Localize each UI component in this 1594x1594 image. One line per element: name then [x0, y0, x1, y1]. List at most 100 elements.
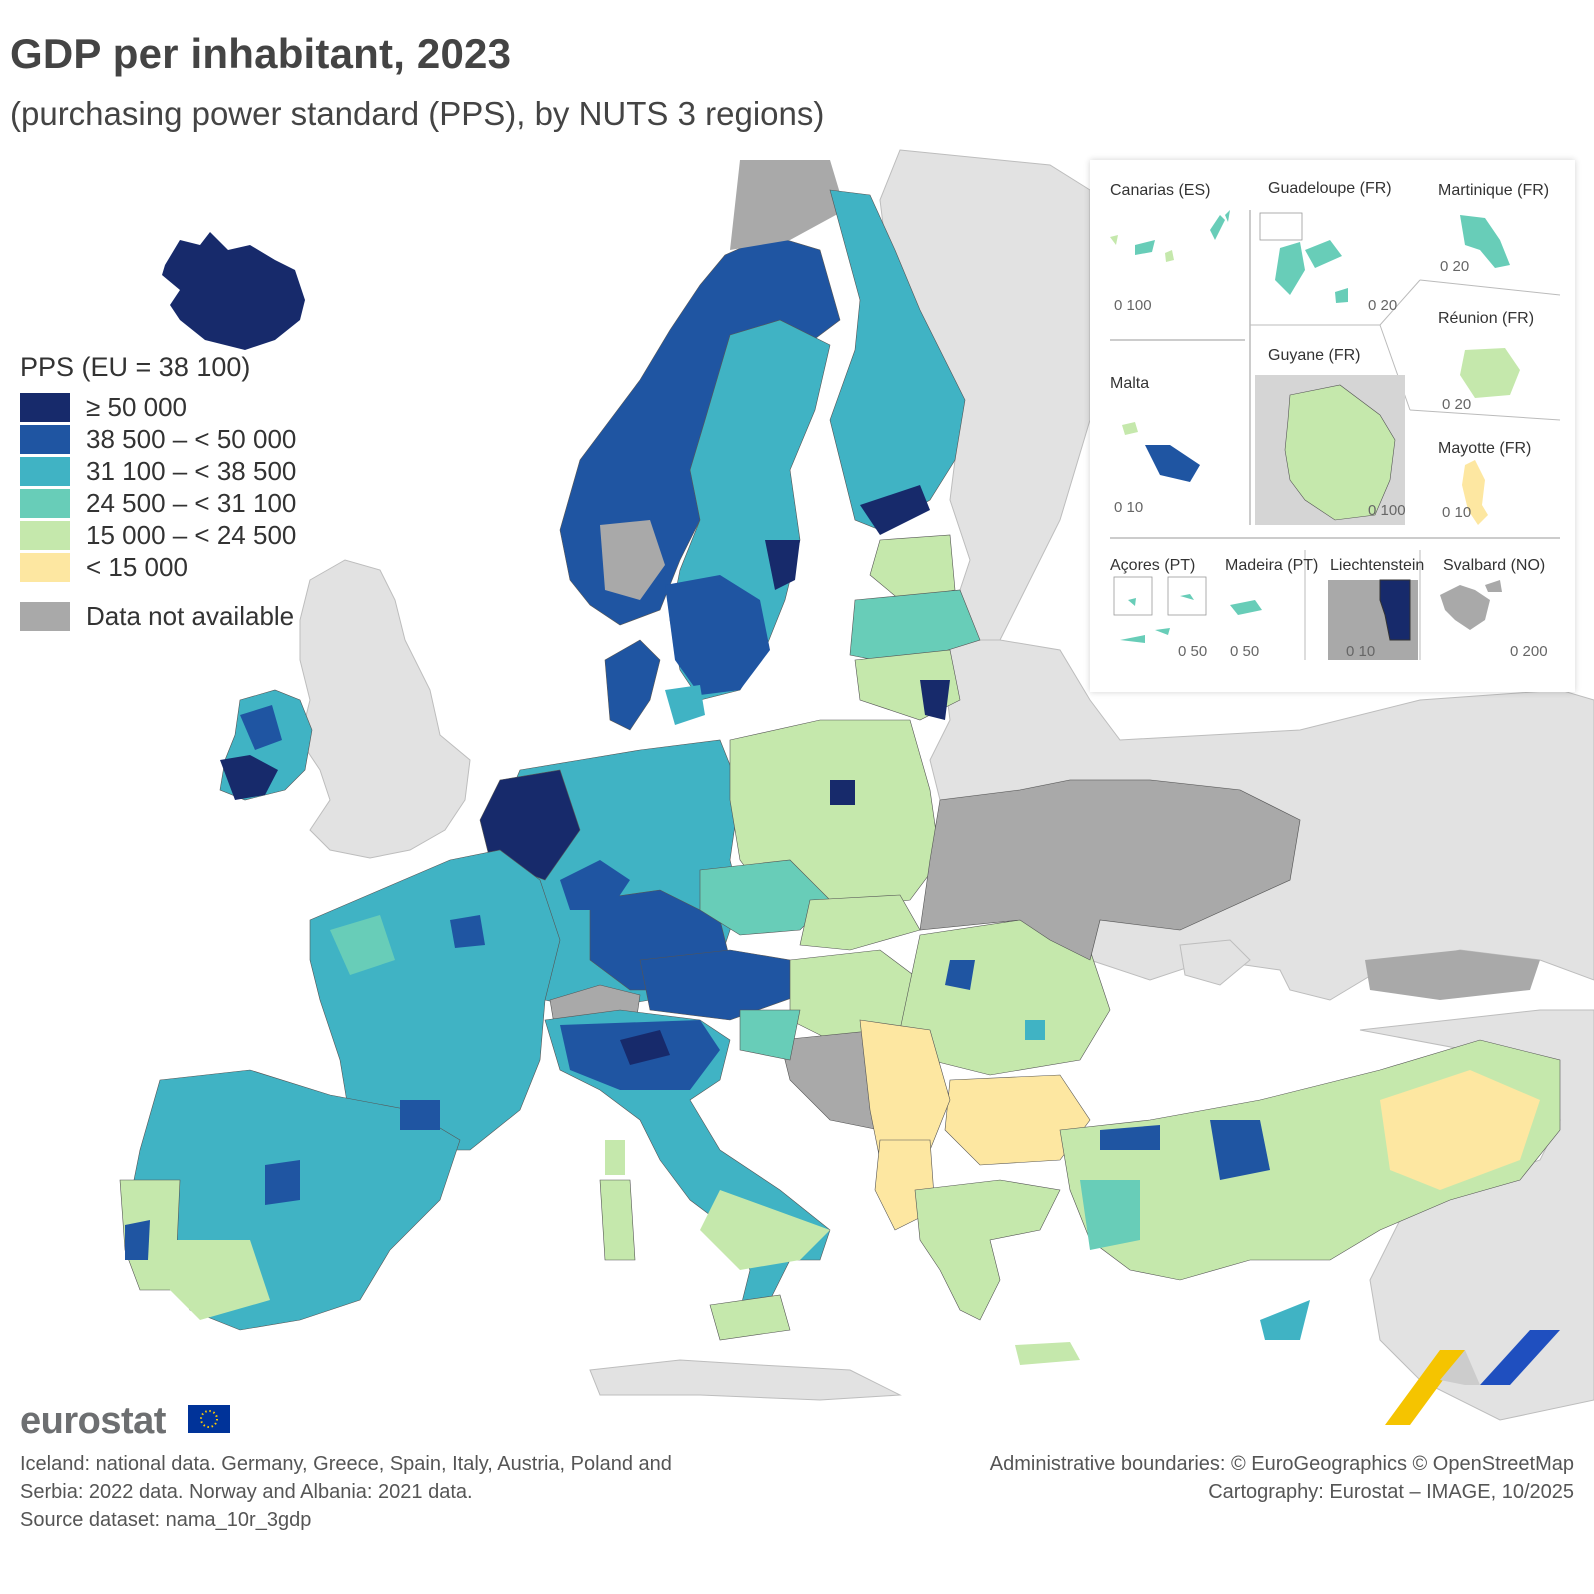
legend-item: ≥ 50 000: [20, 391, 296, 423]
east-turkey-region: [1380, 1070, 1540, 1190]
cyprus-region: [1260, 1300, 1310, 1340]
scale-bar: 0 100: [1368, 502, 1406, 519]
lisbon-region: [125, 1220, 150, 1260]
eurostat-stripes-icon: [1385, 1330, 1560, 1425]
inset-label-malta: Malta: [1110, 375, 1150, 392]
scale-bar: 0 20: [1368, 297, 1398, 314]
bucharest-region: [1025, 1020, 1045, 1040]
scale-bar: 0 20: [1440, 258, 1470, 275]
iceland-region: [162, 232, 305, 350]
rhine-region: [560, 860, 630, 910]
legend-swatch: [20, 552, 70, 582]
legend-swatch: [20, 392, 70, 422]
map-title: GDP per inhabitant, 2023: [10, 30, 512, 77]
inset-label-liechtenstein: Liechtenstein: [1330, 557, 1425, 574]
sicily-region: [709, 1294, 791, 1341]
denmark-region: [604, 639, 661, 731]
istanbul-region: [1100, 1125, 1160, 1150]
inset-label-reunion: Réunion (FR): [1438, 310, 1535, 327]
eurostat-logo: eurostat: [20, 1400, 166, 1442]
helsinki-region: [860, 485, 930, 535]
ireland-south-region: [220, 755, 278, 800]
legend-label: < 15 000: [86, 551, 188, 582]
map-subtitle: (purchasing power standard (PPS), by NUT…: [10, 95, 825, 132]
stockholm-region: [765, 540, 800, 590]
inset-label-martinique: Martinique (FR): [1438, 182, 1550, 199]
madrid-region: [265, 1160, 300, 1205]
inset-label-svalbard: Svalbard (NO): [1443, 557, 1546, 574]
barcelona-region: [400, 1100, 440, 1130]
footnotes: Iceland: national data. Germany, Greece,…: [20, 1450, 672, 1534]
netherlands-belgium-region: [479, 769, 581, 881]
legend-label: ≥ 50 000: [86, 391, 188, 422]
inset-label-guyane: Guyane (FR): [1268, 347, 1361, 364]
milan-region: [620, 1030, 670, 1065]
izmir-region: [1080, 1180, 1140, 1250]
legend-swatch: [20, 601, 70, 631]
scale-bar: 0 100: [1114, 297, 1152, 314]
cluj-region: [945, 960, 975, 990]
inset-label-mayotte: Mayotte (FR): [1438, 440, 1532, 457]
eu-flag-icon: [188, 1405, 230, 1433]
paris-region: [450, 915, 485, 948]
legend-label: 38 500 – < 50 000: [86, 423, 297, 454]
legend-swatch: [20, 488, 70, 518]
legend-title: PPS (EU = 38 100): [20, 352, 251, 382]
legend-swatch: [20, 424, 70, 454]
corsica-region: [605, 1140, 625, 1175]
scale-bar: 0 10: [1114, 499, 1144, 516]
footnote-line: Serbia: 2022 data. Norway and Albania: 2…: [20, 1481, 473, 1503]
vilnius-region: [920, 680, 950, 720]
sardinia-region: [599, 1179, 636, 1261]
legend-item: < 15 000: [20, 551, 296, 583]
ireland-west-region: [240, 705, 282, 750]
footnote-line: Source dataset: nama_10r_3gdp: [20, 1509, 312, 1531]
scale-bar: 0 10: [1442, 504, 1472, 521]
ukraine-na: [919, 779, 1301, 961]
legend-swatch: [20, 456, 70, 486]
slovakia-region: [799, 894, 921, 951]
legend-label: 24 500 – < 31 100: [86, 487, 297, 518]
ankara-region: [1210, 1120, 1270, 1180]
legend-swatch: [20, 520, 70, 550]
credits: Administrative boundaries: © EuroGeograp…: [990, 1450, 1574, 1506]
credits-line: Administrative boundaries: © EuroGeograp…: [989, 1453, 1574, 1475]
scale-bar: 0 50: [1178, 643, 1208, 660]
greece-region: [914, 1179, 1061, 1321]
inset-label-madeira: Madeira (PT): [1225, 557, 1319, 574]
crete-region: [1015, 1342, 1080, 1365]
georgia-na: [1365, 950, 1540, 1000]
legend-item: 24 500 – < 31 100: [20, 487, 296, 519]
brittany-region: [330, 915, 395, 975]
legend-item: 31 100 – < 38 500: [20, 455, 296, 487]
credits-line: Cartography: Eurostat – IMAGE, 10/2025: [1208, 1481, 1574, 1503]
legend-item: 38 500 – < 50 000: [20, 423, 296, 455]
inset-label-guadeloupe: Guadeloupe (FR): [1268, 180, 1392, 197]
legend-item: 15 000 – < 24 500: [20, 519, 296, 551]
estonia-region: [869, 534, 956, 601]
inset-label-acores: Açores (PT): [1110, 557, 1196, 574]
inset-panel: Canarias (ES) 0 100 Guadeloupe (FR) 0 20…: [1090, 160, 1575, 692]
norway-inland-na: [600, 520, 665, 600]
warsaw-region: [830, 780, 855, 805]
legend-label: 15 000 – < 24 500: [86, 519, 297, 550]
footnote-line: Iceland: national data. Germany, Greece,…: [20, 1453, 672, 1475]
sweden-south-region: [665, 575, 770, 695]
non-eu-land: [299, 149, 1594, 1421]
norway-north-na: [730, 160, 845, 250]
legend-item-na: Data not available: [20, 600, 296, 632]
scale-bar: 0 50: [1230, 643, 1260, 660]
legend-label: 31 100 – < 38 500: [86, 455, 297, 486]
czechia-region: [699, 859, 831, 936]
slovenia-croatia-region: [739, 1009, 801, 1061]
legend: PPS (EU = 38 100) ≥ 50 000 38 500 – < 50…: [20, 352, 296, 632]
legend-label: Data not available: [86, 600, 295, 631]
inset-shapes: [1110, 210, 1561, 660]
inset-label-canarias: Canarias (ES): [1110, 182, 1211, 199]
zealand-region: [665, 685, 705, 725]
scale-bar: 0 200: [1510, 643, 1548, 660]
andalusia-region: [160, 1240, 270, 1320]
austria-region: [639, 949, 801, 1021]
scale-bar: 0 20: [1442, 396, 1472, 413]
